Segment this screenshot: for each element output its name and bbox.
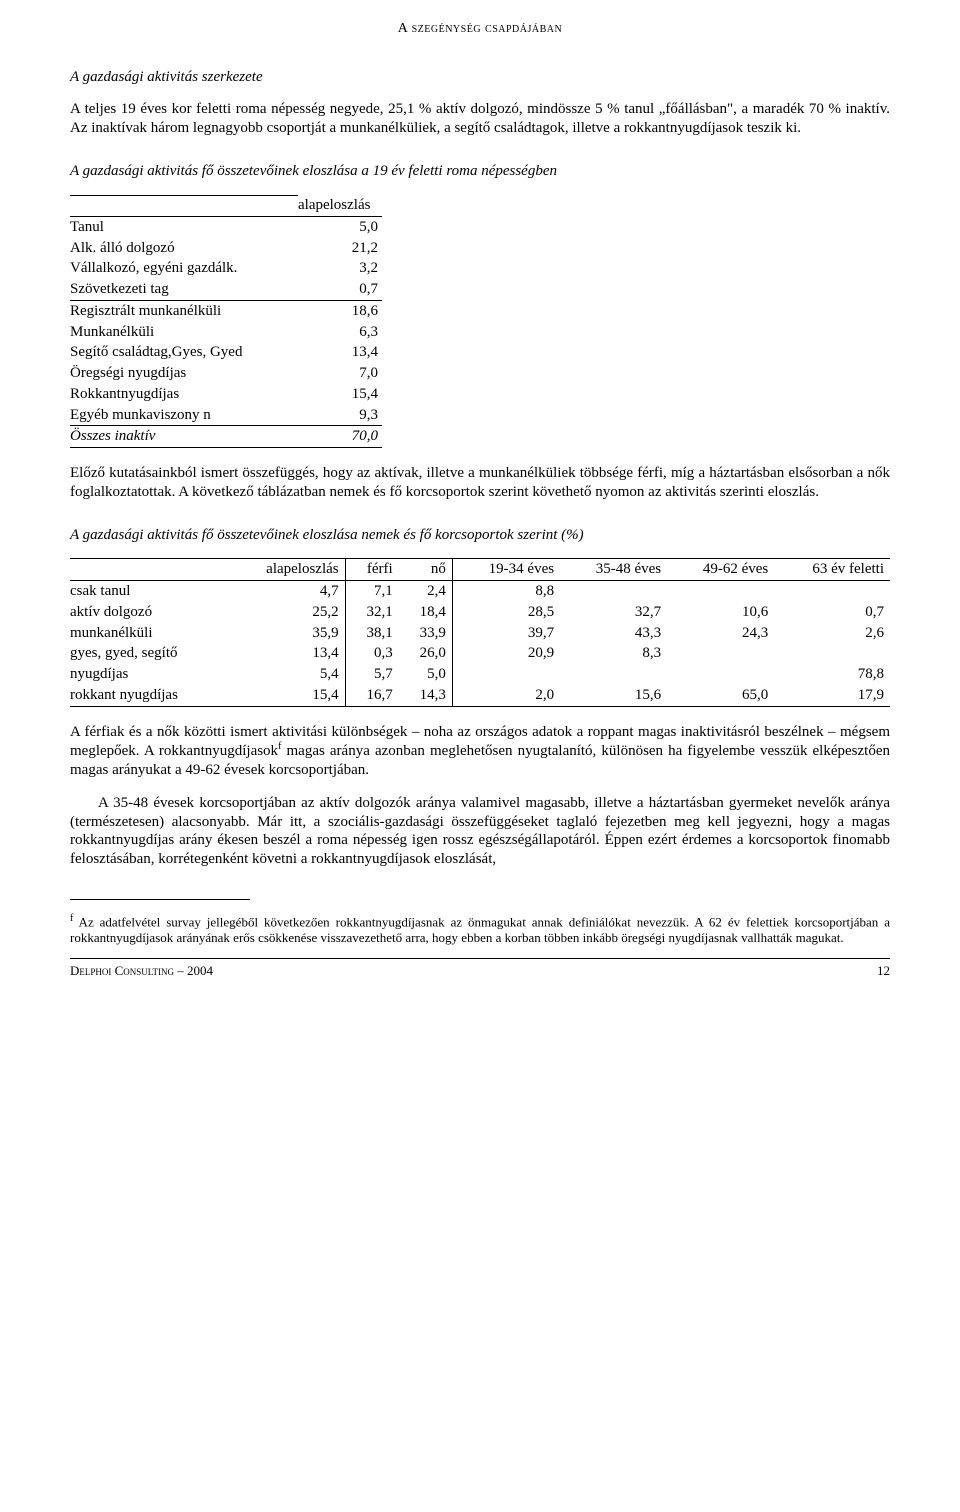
table-row-value: 9,3 (298, 405, 382, 426)
table-cell: 13,4 (228, 643, 346, 664)
table-row-label: Vállalkozó, egyéni gazdálk. (70, 258, 298, 279)
table-cell: 2,6 (774, 623, 890, 644)
footer-separator (70, 958, 890, 959)
table1-header: alapeloszlás (298, 195, 382, 216)
table-cell: 5,7 (345, 664, 399, 685)
footnote-body: Az adatfelvétel survay jellegéből követk… (70, 914, 890, 945)
table1-caption: A gazdasági aktivitás fő összetevőinek e… (70, 162, 890, 181)
footnote-text: f Az adatfelvétel survay jellegéből köve… (70, 913, 890, 946)
table-cell (560, 664, 667, 685)
table-cell: 35,9 (228, 623, 346, 644)
table-row-value: 6,3 (298, 322, 382, 343)
paragraph-after-2: A 35-48 évesek korcsoportjában az aktív … (70, 794, 890, 869)
table-cell (774, 581, 890, 602)
table-cell: 65,0 (667, 685, 774, 706)
table2-col: 49-62 éves (667, 559, 774, 581)
table-cell (667, 664, 774, 685)
table2-col (70, 559, 228, 581)
table-total-label: Összes inaktív (70, 426, 298, 448)
table-row-label: Rokkantnyugdíjas (70, 384, 298, 405)
table-row-value: 5,0 (298, 216, 382, 237)
table-cell: 25,2 (228, 602, 346, 623)
table-cell: 16,7 (345, 685, 399, 706)
table-cell: 17,9 (774, 685, 890, 706)
table-cell: 18,4 (399, 602, 453, 623)
table-cell: 4,7 (228, 581, 346, 602)
paragraph-mid: Előző kutatásainkból ismert összefüggés,… (70, 464, 890, 502)
table-total-value: 70,0 (298, 426, 382, 448)
table2-col: 35-48 éves (560, 559, 667, 581)
table2-col: 63 év feletti (774, 559, 890, 581)
table-cell: 15,6 (560, 685, 667, 706)
table-cell: 39,7 (452, 623, 560, 644)
table-cell: rokkant nyugdíjas (70, 685, 228, 706)
table-cell: 28,5 (452, 602, 560, 623)
table-row-label: Regisztrált munkanélküli (70, 300, 298, 321)
table2-caption: A gazdasági aktivitás fő összetevőinek e… (70, 526, 890, 545)
table-cell: 78,8 (774, 664, 890, 685)
table-row-value: 15,4 (298, 384, 382, 405)
table-row-value: 21,2 (298, 238, 382, 259)
table-row-value: 3,2 (298, 258, 382, 279)
table-row-label: Öregségi nyugdíjas (70, 363, 298, 384)
paragraph-intro: A teljes 19 éves kor feletti roma népess… (70, 100, 890, 138)
table-row-value: 7,0 (298, 363, 382, 384)
paragraph-after-1: A férfiak és a nők közötti ismert aktivi… (70, 723, 890, 780)
footer-left: Delphoi Consulting – 2004 (70, 963, 213, 979)
table-cell: 15,4 (228, 685, 346, 706)
table-cell: 5,0 (399, 664, 453, 685)
table2-col: férfi (345, 559, 399, 581)
table-cell: 26,0 (399, 643, 453, 664)
table-cell: 8,3 (560, 643, 667, 664)
table-row-value: 13,4 (298, 342, 382, 363)
table-cell (667, 643, 774, 664)
table-cell: 2,4 (399, 581, 453, 602)
table-cell: 2,0 (452, 685, 560, 706)
table-row-label: Egyéb munkaviszony n (70, 405, 298, 426)
table-cell: munkanélküli (70, 623, 228, 644)
table-row-label: Alk. álló dolgozó (70, 238, 298, 259)
table-cell (774, 643, 890, 664)
table2-col: nő (399, 559, 453, 581)
table2-col: 19-34 éves (452, 559, 560, 581)
running-header: A szegénység csapdájában (70, 20, 890, 38)
table2-col: alapeloszlás (228, 559, 346, 581)
table-cell (560, 581, 667, 602)
table-cell: aktív dolgozó (70, 602, 228, 623)
section-title: A gazdasági aktivitás szerkezete (70, 68, 890, 87)
table-cell (667, 581, 774, 602)
table-cell: 14,3 (399, 685, 453, 706)
table-cell: 0,7 (774, 602, 890, 623)
table-cell: 32,1 (345, 602, 399, 623)
page-footer: Delphoi Consulting – 2004 12 (70, 963, 890, 979)
table-cell: 20,9 (452, 643, 560, 664)
table-row-label: Szövetkezeti tag (70, 279, 298, 300)
table-activity-distribution: alapeloszlás Tanul5,0 Alk. álló dolgozó2… (70, 195, 382, 449)
table-row-label: Munkanélküli (70, 322, 298, 343)
table-cell: 8,8 (452, 581, 560, 602)
table-cell: 7,1 (345, 581, 399, 602)
footnote-separator (70, 899, 250, 900)
table-cell: 43,3 (560, 623, 667, 644)
table-activity-by-sex-age: alapeloszlás férfi nő 19-34 éves 35-48 é… (70, 558, 890, 706)
table-row-label: Segítő családtag,Gyes, Gyed (70, 342, 298, 363)
table-cell: csak tanul (70, 581, 228, 602)
table-cell: 38,1 (345, 623, 399, 644)
table-cell: 10,6 (667, 602, 774, 623)
table-row-label: Tanul (70, 216, 298, 237)
table-cell: 0,3 (345, 643, 399, 664)
table-cell: 5,4 (228, 664, 346, 685)
table-cell: 24,3 (667, 623, 774, 644)
page-number: 12 (877, 963, 890, 979)
table-cell: nyugdíjas (70, 664, 228, 685)
table-cell (452, 664, 560, 685)
table-cell: gyes, gyed, segítő (70, 643, 228, 664)
table-cell: 33,9 (399, 623, 453, 644)
table-row-value: 18,6 (298, 300, 382, 321)
table-cell: 32,7 (560, 602, 667, 623)
table-row-value: 0,7 (298, 279, 382, 300)
